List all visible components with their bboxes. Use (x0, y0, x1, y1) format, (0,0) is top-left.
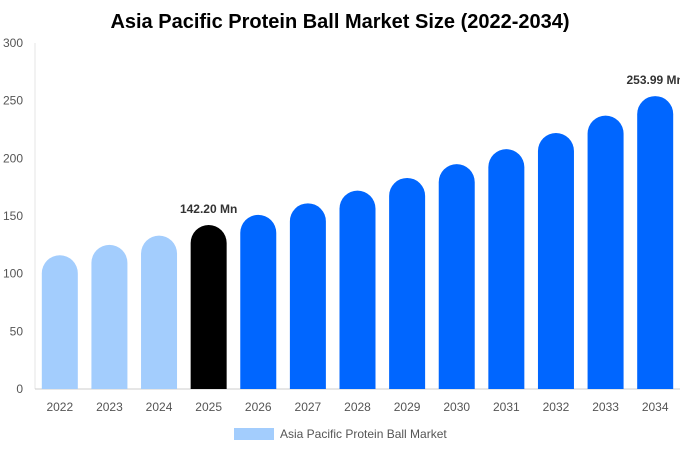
bar-2033 (587, 115, 624, 389)
y-tick-label: 200 (3, 151, 23, 165)
x-tick-label: 2032 (543, 400, 570, 414)
data-label: 253.99 Mn (627, 73, 680, 87)
bar-2030 (438, 164, 475, 389)
x-tick-label: 2034 (642, 400, 669, 414)
bar-2028 (339, 190, 376, 389)
x-tick-label: 2024 (146, 400, 173, 414)
bar-2023 (91, 244, 128, 389)
bar-2034 (637, 96, 674, 389)
legend-label: Asia Pacific Protein Ball Market (280, 427, 447, 441)
data-label: 142.20 Mn (180, 202, 237, 216)
y-tick-label: 0 (16, 382, 23, 396)
bar-2027 (289, 203, 326, 389)
y-tick-label: 100 (3, 267, 23, 281)
x-tick-label: 2031 (493, 400, 520, 414)
x-tick-label: 2029 (394, 400, 421, 414)
bar-2031 (488, 149, 525, 389)
x-tick-label: 2023 (96, 400, 123, 414)
x-tick-label: 2028 (344, 400, 371, 414)
x-tick-label: 2025 (195, 400, 222, 414)
bar-2026 (240, 214, 277, 389)
y-tick-label: 300 (3, 36, 23, 50)
x-tick-label: 2027 (295, 400, 322, 414)
x-tick-label: 2026 (245, 400, 272, 414)
x-tick-label: 2033 (592, 400, 619, 414)
x-tick-label: 2030 (443, 400, 470, 414)
bar-2032 (537, 132, 574, 389)
y-tick-label: 50 (10, 324, 24, 338)
legend-swatch (234, 428, 274, 440)
bar-2029 (389, 177, 426, 389)
bar-2024 (141, 235, 178, 389)
y-tick-label: 250 (3, 94, 23, 108)
bar-2022 (41, 255, 78, 389)
bar-2025 (190, 224, 227, 389)
chart-title: Asia Pacific Protein Ball Market Size (2… (110, 11, 569, 33)
x-tick-label: 2022 (46, 400, 73, 414)
y-tick-label: 150 (3, 209, 23, 223)
